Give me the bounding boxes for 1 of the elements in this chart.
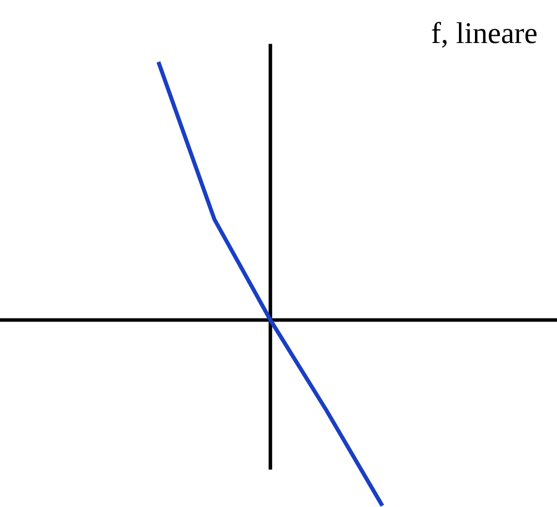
text: f, lineare <box>431 17 538 50</box>
